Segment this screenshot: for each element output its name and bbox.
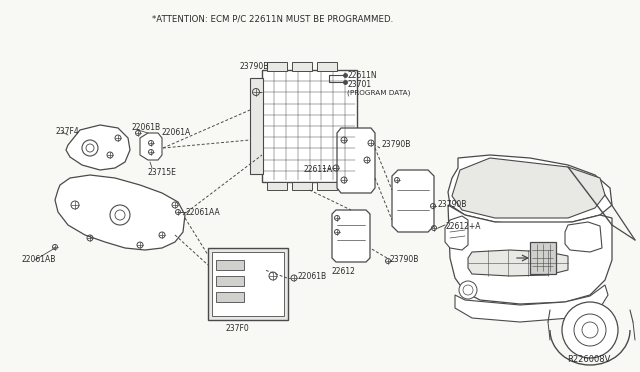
Polygon shape	[445, 216, 468, 250]
Text: 22061B: 22061B	[132, 123, 161, 132]
Circle shape	[562, 302, 618, 358]
Polygon shape	[332, 210, 370, 262]
Bar	[267, 62, 287, 71]
Polygon shape	[448, 155, 612, 225]
Bar	[292, 182, 312, 190]
Bar	[250, 78, 263, 174]
Circle shape	[459, 281, 477, 299]
Polygon shape	[392, 170, 434, 232]
Text: 22611A: 22611A	[304, 165, 333, 174]
Text: 22061AB: 22061AB	[22, 255, 56, 264]
Bar	[208, 248, 288, 320]
Text: 23790B: 23790B	[390, 255, 419, 264]
Bar	[317, 182, 337, 190]
Polygon shape	[455, 285, 608, 322]
Bar	[216, 276, 244, 286]
Text: 22612: 22612	[332, 267, 356, 276]
Text: 22612+A: 22612+A	[445, 222, 481, 231]
Polygon shape	[66, 125, 130, 170]
Polygon shape	[140, 133, 162, 160]
Text: 22061B: 22061B	[298, 272, 327, 281]
Polygon shape	[337, 128, 375, 193]
Text: 23790B: 23790B	[240, 62, 269, 71]
Text: R226008V: R226008V	[567, 355, 611, 364]
Polygon shape	[448, 205, 612, 304]
Bar	[212, 252, 284, 316]
Text: 22061AA: 22061AA	[186, 208, 221, 217]
Text: 237F0: 237F0	[226, 324, 250, 333]
Bar	[292, 62, 312, 71]
Polygon shape	[452, 158, 605, 218]
Text: *ATTENTION: ECM P/C 22611N MUST BE PROGRAMMED.: *ATTENTION: ECM P/C 22611N MUST BE PROGR…	[152, 14, 393, 23]
Bar	[262, 70, 357, 182]
Bar	[216, 260, 244, 270]
Bar	[267, 182, 287, 190]
Text: (PROGRAM DATA): (PROGRAM DATA)	[347, 89, 410, 96]
Text: 237F4: 237F4	[55, 127, 79, 136]
Polygon shape	[468, 250, 568, 276]
Text: 23715E: 23715E	[148, 168, 177, 177]
Bar	[530, 242, 556, 274]
Bar	[317, 62, 337, 71]
Text: 22061A: 22061A	[162, 128, 191, 137]
Text: 23790B: 23790B	[437, 200, 467, 209]
Polygon shape	[565, 222, 602, 252]
Polygon shape	[55, 175, 185, 250]
Text: 22611N: 22611N	[347, 71, 376, 80]
Text: 23790B: 23790B	[382, 140, 412, 149]
Text: 23701: 23701	[347, 80, 371, 89]
Bar	[216, 292, 244, 302]
